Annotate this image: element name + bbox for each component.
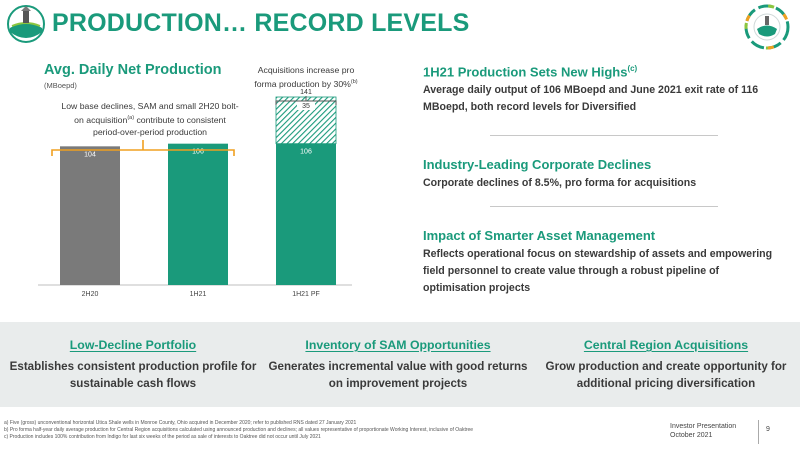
tick-label: 1H21 PF bbox=[292, 291, 320, 298]
pillar-body: Grow production and create opportunity f… bbox=[545, 360, 787, 390]
data-label-base: 106 bbox=[192, 149, 204, 156]
diversified-logo bbox=[7, 5, 45, 43]
footer-divider bbox=[758, 420, 759, 444]
section-title-smarter-asset-management: Impact of Smarter Asset Management bbox=[423, 228, 656, 243]
pillar-sam-opportunities: Inventory of SAM Opportunities Generates… bbox=[268, 338, 528, 392]
tick-label: 2H20 bbox=[82, 291, 99, 298]
data-label-increment: 35 bbox=[302, 103, 310, 110]
pro-forma-callout: Acquisitions increase pro forma producti… bbox=[254, 65, 358, 89]
production-bar-chart: 104 2H20 106 1H21 106 1H21 PF 35 141 bbox=[38, 89, 352, 298]
pillar-low-decline: Low-Decline Portfolio Establishes consis… bbox=[3, 338, 263, 392]
footer-line2: October 2021 bbox=[670, 432, 713, 439]
section-body-corporate-declines: Corporate declines of 8.5%, pro forma fo… bbox=[423, 177, 697, 189]
pillar-title: Low-Decline Portfolio bbox=[69, 338, 197, 352]
page-title: PRODUCTION… RECORD LEVELS bbox=[52, 9, 470, 37]
data-label-total: 141 bbox=[300, 89, 312, 96]
base-decline-callout: Low base declines, SAM and small 2H20 bo… bbox=[61, 101, 239, 137]
section-title-new-highs: 1H21 Production Sets New Highs(c) bbox=[423, 64, 638, 80]
pillar-title: Inventory of SAM Opportunities bbox=[305, 338, 491, 352]
pillar-title: Central Region Acquisitions bbox=[583, 338, 749, 352]
pillar-body: Generates incremental value with good re… bbox=[268, 360, 528, 390]
tick-label: 1H21 bbox=[190, 291, 207, 298]
footnote-a: a) Five (gross) unconventional horizonta… bbox=[4, 420, 357, 426]
chart-unit: (MBoepd) bbox=[44, 81, 77, 90]
section-body-new-highs: Average daily output of 106 MBoepd and J… bbox=[423, 84, 759, 113]
footnote-c: c) Production includes 100% contribution… bbox=[4, 434, 321, 440]
sustainability-wheel-logo bbox=[744, 4, 790, 50]
data-label-base: 104 bbox=[84, 151, 96, 158]
chart-title: Avg. Daily Net Production bbox=[44, 62, 222, 78]
section-divider bbox=[490, 135, 718, 136]
pillar-body: Establishes consistent production profil… bbox=[9, 360, 257, 390]
footnotes: a) Five (gross) unconventional horizonta… bbox=[4, 420, 644, 441]
data-label-box bbox=[297, 101, 315, 110]
bar-base-1h21 bbox=[168, 143, 228, 285]
data-label-base: 106 bbox=[300, 149, 312, 156]
section-divider bbox=[490, 206, 718, 207]
section-title-corporate-declines: Industry-Leading Corporate Declines bbox=[423, 157, 652, 172]
section-body-smarter-asset-management: Reflects operational focus on stewardshi… bbox=[423, 248, 773, 294]
footer-line1: Investor Presentation bbox=[670, 423, 737, 430]
pf-callout-bracket bbox=[275, 96, 337, 105]
pillar-central-region: Central Region Acquisitions Grow product… bbox=[536, 338, 796, 392]
bar-base-2h20 bbox=[60, 146, 120, 285]
footnote-b: b) Pro forma half-year daily average pro… bbox=[4, 427, 474, 433]
slide-header: PRODUCTION… RECORD LEVELS bbox=[0, 0, 800, 50]
callout-bracket bbox=[51, 140, 235, 156]
page-number: 9 bbox=[766, 426, 770, 433]
footer-label: Investor Presentation October 2021 bbox=[670, 422, 736, 440]
bar-base-1h21-pf bbox=[276, 143, 336, 285]
pillars-band bbox=[0, 322, 800, 407]
